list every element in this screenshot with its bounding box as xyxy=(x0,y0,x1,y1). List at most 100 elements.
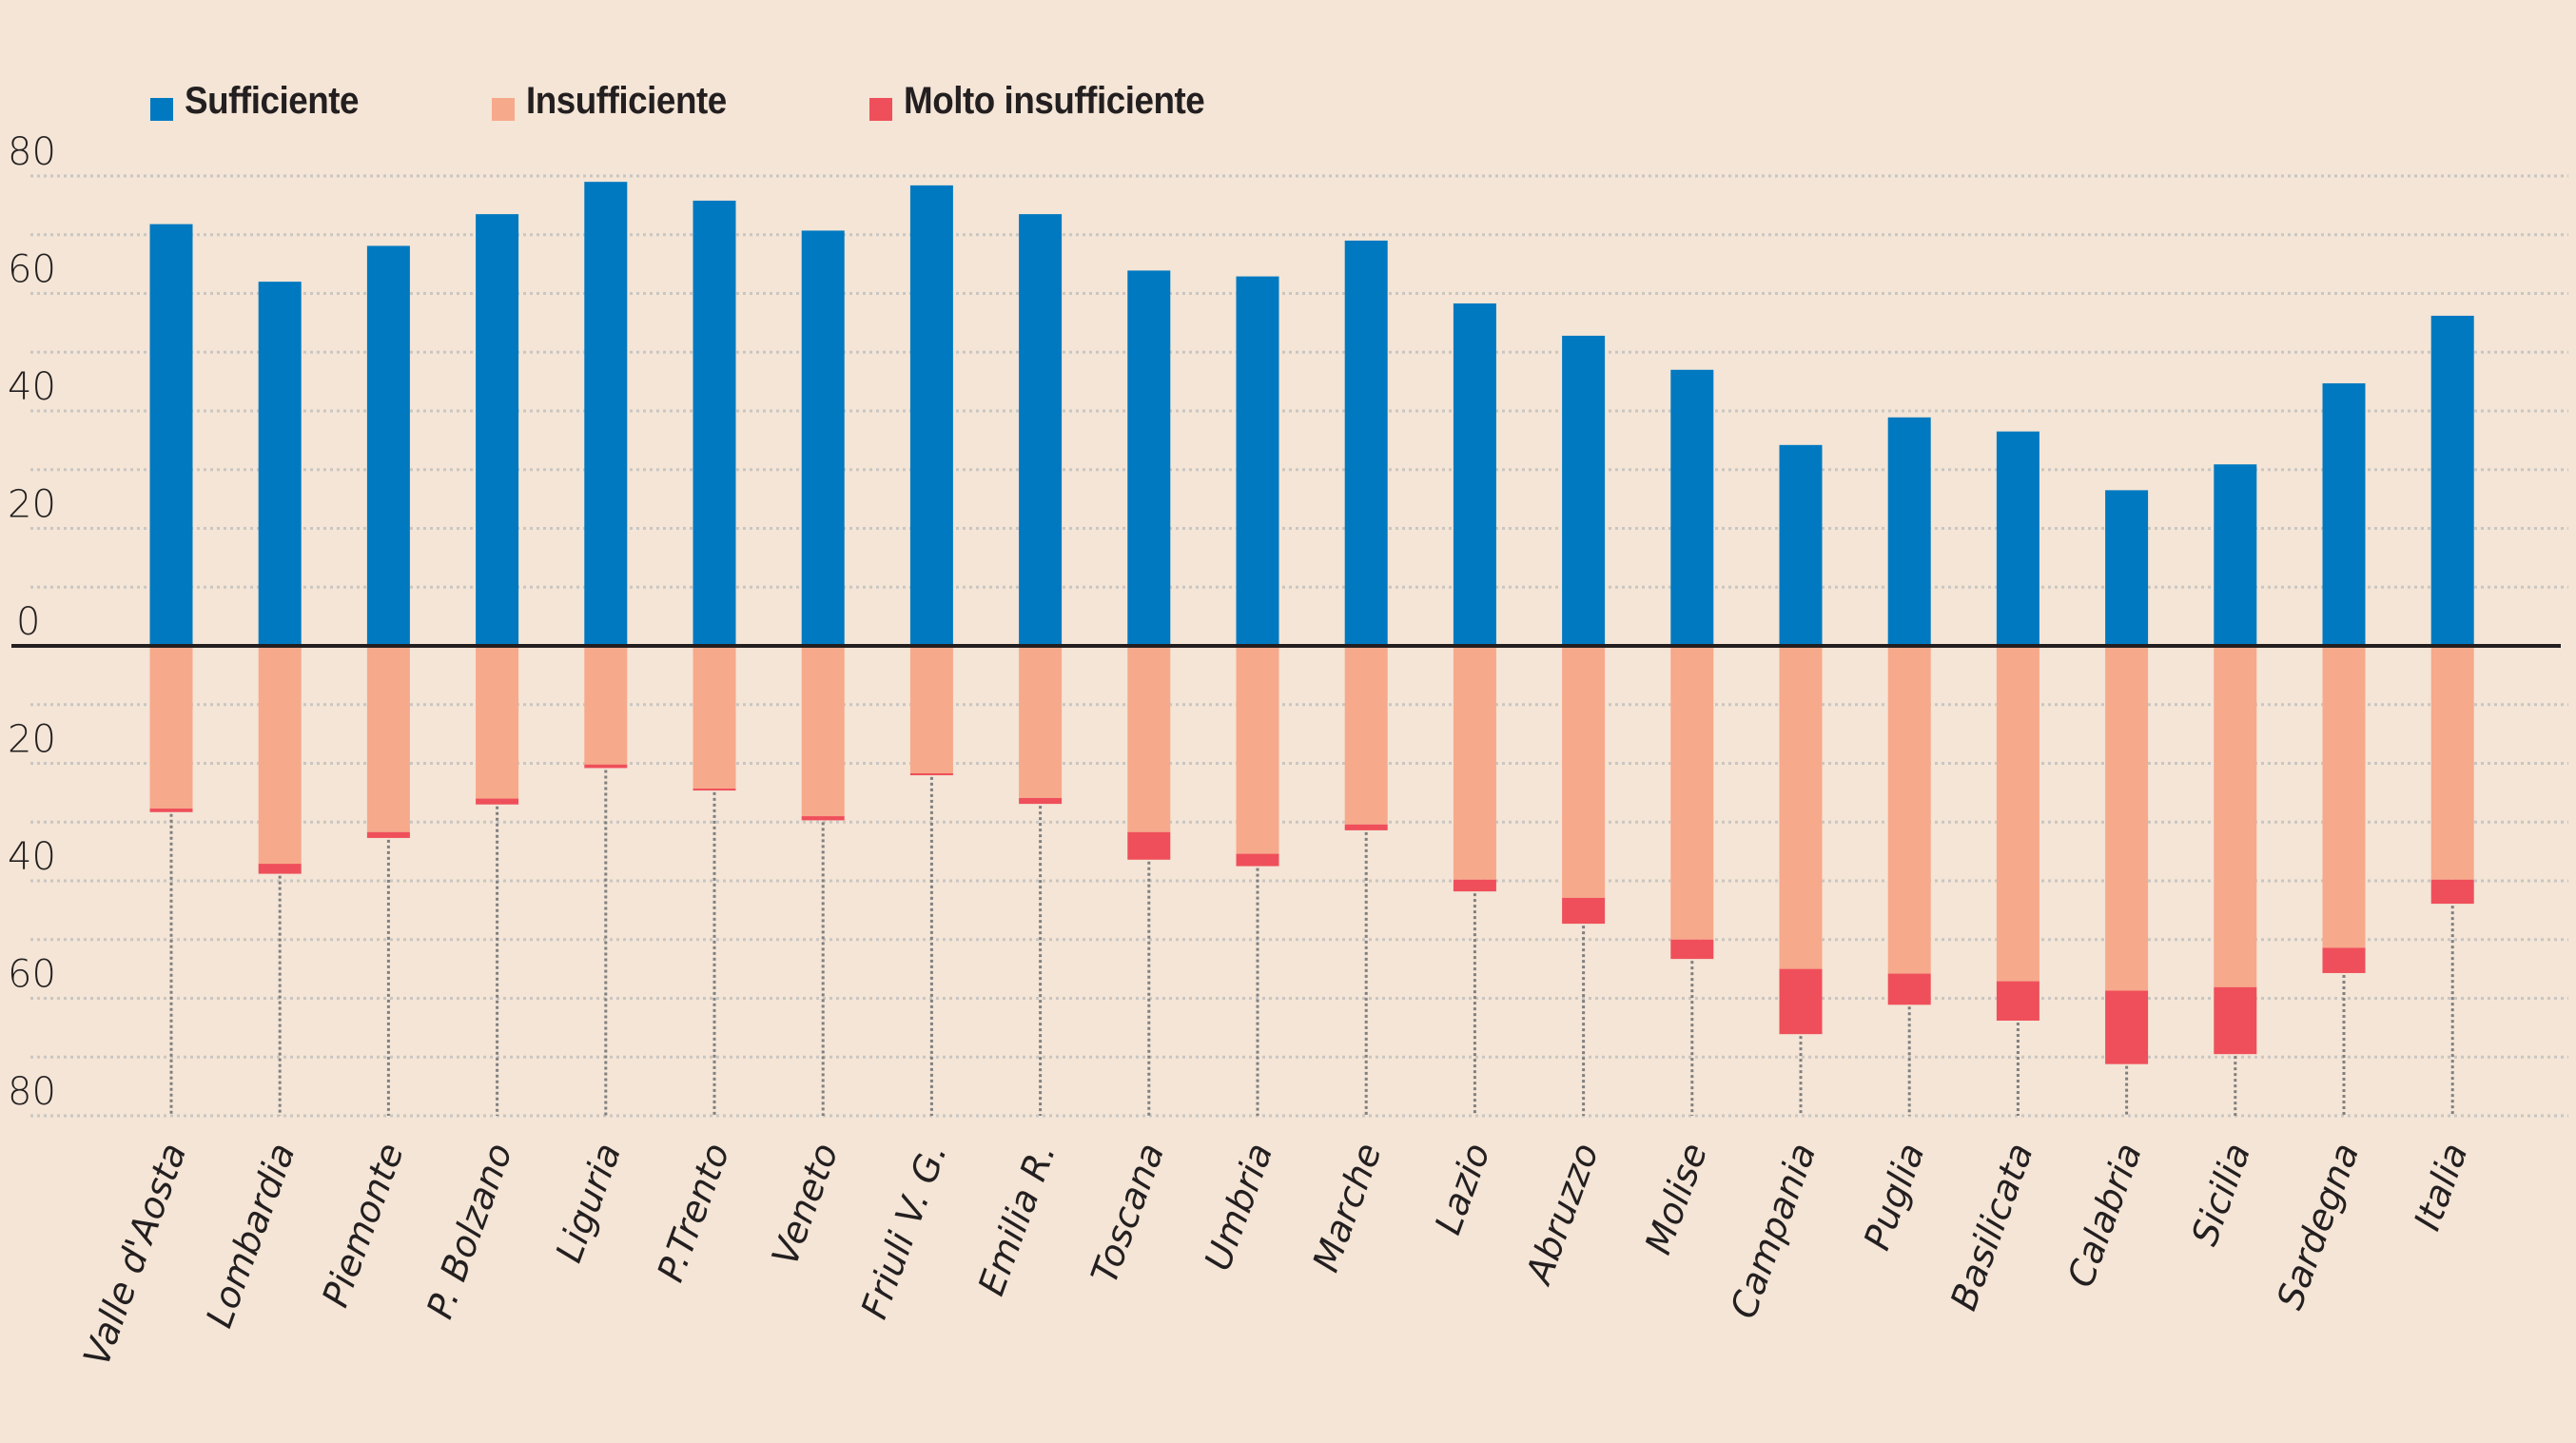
bar-group-italia[interactable] xyxy=(2430,315,2474,905)
x-tick-label: Basilicata xyxy=(1942,1138,2041,1316)
bar-insufficiente[interactable] xyxy=(909,646,953,773)
bar-sufficiente[interactable] xyxy=(1670,369,1714,646)
bar-sufficiente[interactable] xyxy=(2214,464,2257,646)
x-tick-label: Abruzzo xyxy=(1516,1138,1607,1292)
bar-group-molise[interactable] xyxy=(1670,369,1714,960)
bar-group-marche[interactable] xyxy=(1344,240,1388,830)
bar-group-piemonte[interactable] xyxy=(366,245,410,838)
x-tick-label: Veneto xyxy=(764,1138,847,1271)
bar-group-sicilia[interactable] xyxy=(2214,464,2257,1055)
bar-molto-insufficiente[interactable] xyxy=(1127,831,1171,860)
bar-sufficiente[interactable] xyxy=(258,282,302,646)
bar-molto-insufficiente[interactable] xyxy=(2430,879,2474,905)
bar-molto-insufficiente[interactable] xyxy=(1779,968,1823,1035)
bar-sufficiente[interactable] xyxy=(1562,335,1606,646)
x-tick-label: Lombardia xyxy=(198,1138,303,1333)
bar-group-liguria[interactable] xyxy=(584,182,628,769)
bar-group-campania[interactable] xyxy=(1779,444,1823,1035)
bar-group-lazio[interactable] xyxy=(1453,302,1496,892)
bar-sufficiente[interactable] xyxy=(909,185,953,646)
bar-sufficiente[interactable] xyxy=(1236,276,1279,646)
bar-insufficiente[interactable] xyxy=(1779,646,1823,969)
bar-molto-insufficiente[interactable] xyxy=(258,864,302,874)
bar-insufficiente[interactable] xyxy=(1236,646,1279,854)
bar-sufficiente[interactable] xyxy=(149,224,193,646)
bar-insufficiente[interactable] xyxy=(1019,646,1063,798)
bar-molto-insufficiente[interactable] xyxy=(366,831,410,838)
x-tick-label: Puglia xyxy=(1856,1138,1933,1256)
bar-molto-insufficiente[interactable] xyxy=(1670,939,1714,960)
bar-molto-insufficiente[interactable] xyxy=(1019,797,1063,805)
bar-molto-insufficiente[interactable] xyxy=(1887,973,1931,1005)
bar-insufficiente[interactable] xyxy=(1562,646,1606,898)
bar-sufficiente[interactable] xyxy=(693,200,736,646)
bar-sufficiente[interactable] xyxy=(2322,382,2366,646)
bar-molto-insufficiente[interactable] xyxy=(909,772,953,775)
bar-molto-insufficiente[interactable] xyxy=(1562,897,1606,925)
bar-insufficiente[interactable] xyxy=(258,646,302,865)
bar-sufficiente[interactable] xyxy=(2105,490,2149,646)
bar-molto-insufficiente[interactable] xyxy=(1996,981,2039,1021)
bar-group-p-trento[interactable] xyxy=(693,200,736,791)
bar-sufficiente[interactable] xyxy=(1127,270,1171,646)
bar-insufficiente[interactable] xyxy=(2430,646,2474,880)
bar-insufficiente[interactable] xyxy=(693,646,736,790)
bar-sufficiente[interactable] xyxy=(476,214,519,646)
bar-sufficiente[interactable] xyxy=(1779,444,1823,646)
bar-insufficiente[interactable] xyxy=(2214,646,2257,987)
bar-molto-insufficiente[interactable] xyxy=(1344,824,1388,830)
bar-insufficiente[interactable] xyxy=(1670,646,1714,940)
bar-molto-insufficiente[interactable] xyxy=(2214,986,2257,1055)
bar-sufficiente[interactable] xyxy=(366,245,410,646)
bar-group-p-bolzano[interactable] xyxy=(476,214,519,805)
bar-group-lombardia[interactable] xyxy=(258,282,302,874)
bar-group-calabria[interactable] xyxy=(2105,490,2149,1064)
y-tick-label: 20 xyxy=(8,483,56,527)
bar-molto-insufficiente[interactable] xyxy=(801,816,845,821)
bar-sufficiente[interactable] xyxy=(584,182,628,647)
bar-molto-insufficiente[interactable] xyxy=(584,764,628,769)
x-tick-label: Umbria xyxy=(1197,1138,1281,1276)
bar-molto-insufficiente[interactable] xyxy=(149,809,193,812)
y-tick-label: 80 xyxy=(8,1070,56,1114)
bar-group-sardegna[interactable] xyxy=(2322,382,2366,973)
bar-molto-insufficiente[interactable] xyxy=(693,789,736,791)
legend-item-insufficiente[interactable]: Insufficiente xyxy=(492,80,744,123)
legend-item-sufficiente[interactable]: Sufficiente xyxy=(150,80,374,123)
bar-molto-insufficiente[interactable] xyxy=(476,798,519,805)
bar-sufficiente[interactable] xyxy=(1887,417,1931,646)
bar-insufficiente[interactable] xyxy=(366,646,410,832)
bar-group-friuli-v-g[interactable] xyxy=(909,185,953,775)
bar-molto-insufficiente[interactable] xyxy=(1236,853,1279,867)
bar-group-veneto[interactable] xyxy=(801,230,845,821)
bar-group-umbria[interactable] xyxy=(1236,276,1279,867)
bar-molto-insufficiente[interactable] xyxy=(2105,990,2149,1064)
bar-sufficiente[interactable] xyxy=(1019,214,1063,646)
bar-sufficiente[interactable] xyxy=(1453,302,1496,646)
bar-group-toscana[interactable] xyxy=(1127,270,1171,860)
bar-insufficiente[interactable] xyxy=(1127,646,1171,832)
bar-insufficiente[interactable] xyxy=(476,646,519,799)
bar-molto-insufficiente[interactable] xyxy=(2322,947,2366,973)
bar-sufficiente[interactable] xyxy=(1344,240,1388,647)
legend-item-molto-insufficiente[interactable]: Molto insufficiente xyxy=(869,80,1231,123)
bar-insufficiente[interactable] xyxy=(1453,646,1496,880)
bar-group-abruzzo[interactable] xyxy=(1562,335,1606,925)
bar-group-puglia[interactable] xyxy=(1887,417,1931,1005)
bar-molto-insufficiente[interactable] xyxy=(1453,879,1496,892)
bar-sufficiente[interactable] xyxy=(2430,315,2474,646)
bar-insufficiente[interactable] xyxy=(801,646,845,817)
bar-group-emilia-r[interactable] xyxy=(1019,214,1063,805)
bar-insufficiente[interactable] xyxy=(2105,646,2149,991)
bar-sufficiente[interactable] xyxy=(1996,431,2039,646)
bar-insufficiente[interactable] xyxy=(1887,646,1931,974)
bar-insufficiente[interactable] xyxy=(1344,646,1388,825)
bar-group-valle-d-aosta[interactable] xyxy=(149,224,193,812)
bar-sufficiente[interactable] xyxy=(801,230,845,647)
bar-insufficiente[interactable] xyxy=(584,646,628,765)
bar-insufficiente[interactable] xyxy=(149,646,193,809)
bar-group-basilicata[interactable] xyxy=(1996,431,2039,1021)
x-tick-label: P. Bolzano xyxy=(419,1138,520,1324)
bar-insufficiente[interactable] xyxy=(2322,646,2366,948)
bar-insufficiente[interactable] xyxy=(1996,646,2039,982)
